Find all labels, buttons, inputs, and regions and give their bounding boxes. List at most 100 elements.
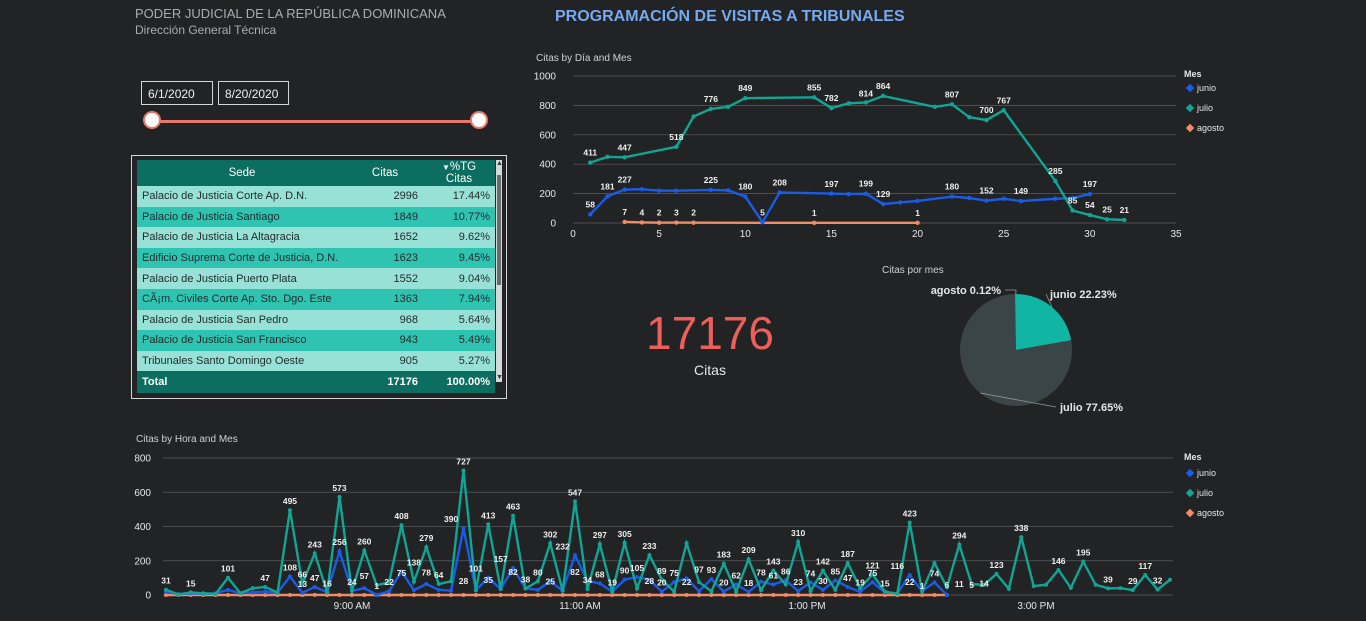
table-row[interactable]: CÃ¡m. Civiles Corte Ap. Sto. Dgo. Este 13… bbox=[137, 288, 495, 310]
data-point-junio bbox=[511, 566, 516, 571]
data-point-junio bbox=[387, 589, 392, 594]
data-point-junio bbox=[743, 194, 748, 199]
data-point-agosto bbox=[907, 593, 912, 597]
data-label-julio: 233 bbox=[642, 541, 656, 551]
data-label-junio: 80 bbox=[533, 567, 543, 577]
data-point-agosto bbox=[486, 593, 491, 597]
data-label-junio: 30 bbox=[818, 576, 828, 586]
page-title: PROGRAMACIÓN DE VISITAS A TRIBUNALES bbox=[555, 8, 905, 25]
sede-table-panel: Sede Citas ▼%TG Citas Palacio de Justici… bbox=[131, 155, 507, 399]
data-point-junio bbox=[709, 577, 714, 582]
data-label-julio: 187 bbox=[841, 549, 855, 559]
data-point-julio bbox=[597, 542, 602, 547]
kpi-label: Citas bbox=[694, 362, 726, 378]
data-point-junio bbox=[449, 588, 454, 593]
scroll-up-icon[interactable]: ▲ bbox=[496, 160, 503, 167]
data-point-julio bbox=[932, 560, 937, 565]
data-point-agosto bbox=[523, 593, 528, 597]
data-label-junio: 19 bbox=[855, 578, 865, 588]
data-point-agosto bbox=[808, 593, 813, 597]
data-point-julio bbox=[708, 106, 714, 112]
data-label-agosto: 3 bbox=[674, 208, 679, 218]
data-point-junio bbox=[659, 589, 664, 594]
data-point-julio bbox=[949, 102, 955, 107]
table-row[interactable]: Palacio de Justicia La Altagracia 1652 9.6… bbox=[137, 227, 495, 248]
data-point-julio bbox=[982, 582, 987, 587]
chart-title: Citas por mes bbox=[882, 265, 944, 276]
data-label-junio: 38 bbox=[521, 574, 531, 584]
data-point-julio bbox=[1001, 108, 1006, 113]
pie-slice-junio bbox=[1016, 294, 1072, 350]
data-point-agosto bbox=[349, 593, 354, 597]
data-label-julio: 408 bbox=[394, 511, 408, 521]
data-label-junio: 93 bbox=[707, 565, 717, 575]
data-point-julio bbox=[275, 590, 280, 595]
data-point-julio bbox=[337, 494, 342, 499]
data-point-junio bbox=[588, 212, 593, 217]
table-row[interactable]: Palacio de Justicia Puerto Plata 1552 9.04… bbox=[137, 268, 495, 289]
data-point-julio bbox=[846, 101, 851, 106]
date-end-input[interactable]: 8/20/2020 bbox=[218, 81, 289, 105]
legend-marker-agosto bbox=[1185, 123, 1195, 133]
column-header-citas[interactable]: Citas bbox=[347, 160, 423, 186]
data-point-julio bbox=[684, 541, 689, 546]
data-point-agosto bbox=[932, 593, 937, 597]
data-label-junio: 25 bbox=[546, 577, 556, 587]
pie-label-julio: julio 77.65% bbox=[1059, 402, 1123, 414]
organization-name: PODER JUDICIAL DE LA REPÚBLICA DOMINICAN… bbox=[135, 6, 446, 21]
slider-start-handle[interactable] bbox=[143, 111, 161, 129]
table-scrollbar-thumb[interactable] bbox=[497, 175, 501, 285]
data-point-julio bbox=[588, 160, 593, 165]
data-point-agosto bbox=[337, 593, 342, 597]
cell-citas: 1363 bbox=[347, 288, 423, 310]
column-header-pct[interactable]: ▼%TG Citas bbox=[423, 160, 495, 186]
table-row[interactable]: Palacio de Justicia Santiago 1849 10.77% bbox=[137, 206, 495, 228]
legend-marker-agosto bbox=[1185, 508, 1195, 518]
table-row[interactable]: Palacio de Justicia San Pedro 968 5.64% bbox=[137, 309, 495, 331]
slider-end-handle[interactable] bbox=[470, 111, 488, 129]
data-point-julio bbox=[845, 560, 850, 565]
data-point-julio bbox=[473, 588, 478, 593]
data-label-julio: 700 bbox=[979, 105, 993, 115]
data-point-julio bbox=[984, 117, 989, 123]
table-row[interactable]: Edificio Suprema Corte de Justicia, D.N.… bbox=[137, 247, 495, 269]
data-point-junio bbox=[639, 186, 645, 192]
y-tick-label: 800 bbox=[134, 454, 151, 465]
data-point-julio bbox=[225, 575, 230, 580]
data-label-junio: 61 bbox=[769, 571, 779, 581]
data-point-julio bbox=[812, 95, 817, 100]
data-label-julio: 32 bbox=[1153, 576, 1163, 586]
date-range-slider[interactable] bbox=[152, 120, 480, 123]
chart-citas-by-hora: Citas by Hora and Mes 0 200 400 600 800 9:00 A… bbox=[134, 434, 1224, 612]
table-row[interactable]: Tribunales Santo Domingo Oeste 905 5.27% bbox=[137, 350, 495, 372]
data-point-agosto bbox=[796, 593, 801, 597]
cell-pct: 9.04% bbox=[423, 268, 495, 289]
data-label-julio: 447 bbox=[618, 142, 632, 152]
data-point-agosto bbox=[684, 593, 689, 597]
table-row[interactable]: Palacio de Justicia Corte Ap. D.N. 2996 17… bbox=[137, 186, 495, 207]
table-row[interactable]: Palacio de Justicia San Francisco 943 5.49… bbox=[137, 330, 495, 351]
data-label-junio: 138 bbox=[407, 557, 421, 567]
data-label-julio: 117 bbox=[1138, 561, 1152, 571]
data-point-agosto bbox=[858, 593, 863, 597]
data-point-junio bbox=[907, 573, 912, 578]
data-point-julio bbox=[1068, 585, 1073, 590]
data-point-julio bbox=[870, 572, 875, 577]
date-start-input[interactable]: 6/1/2020 bbox=[141, 81, 213, 105]
scroll-down-icon[interactable]: ▼ bbox=[496, 374, 503, 381]
legend-label-julio: julio bbox=[1196, 103, 1213, 113]
data-point-julio bbox=[734, 589, 739, 594]
column-header-sede[interactable]: Sede bbox=[137, 160, 347, 186]
data-label-julio: 209 bbox=[741, 545, 755, 555]
data-label-junio: 157 bbox=[494, 554, 508, 564]
data-point-julio bbox=[1093, 582, 1098, 587]
x-tick-label: 3:00 PM bbox=[1017, 601, 1054, 612]
data-point-julio bbox=[411, 579, 416, 584]
data-point-julio bbox=[691, 114, 696, 119]
cell-pct: 9.62% bbox=[423, 227, 495, 248]
data-point-julio bbox=[647, 553, 652, 558]
cell-pct: 9.45% bbox=[423, 247, 495, 269]
data-point-junio bbox=[1053, 196, 1058, 201]
y-tick-label: 800 bbox=[539, 101, 556, 112]
data-label-junio: 22 bbox=[905, 577, 915, 587]
